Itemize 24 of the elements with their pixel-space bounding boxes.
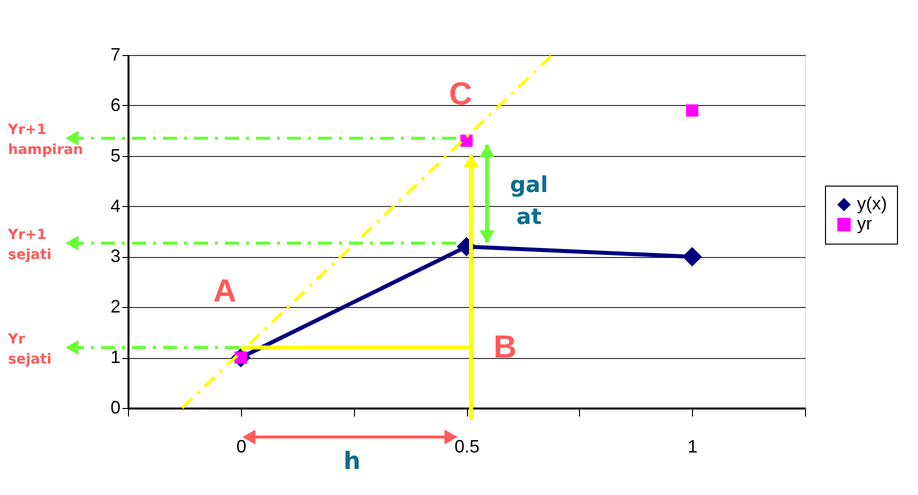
y-tick-label: 6 xyxy=(110,94,120,115)
y-tick-label: 5 xyxy=(110,145,120,166)
x-tick-label: 0 xyxy=(236,436,246,456)
ref-line-label: Yr sejati xyxy=(7,331,52,368)
legend-label: y(x) xyxy=(857,194,887,214)
y-tick-label: 0 xyxy=(110,398,120,418)
annotation: A xyxy=(213,272,236,309)
legend-label: yr xyxy=(857,214,872,234)
y-tick-label: 7 xyxy=(110,44,120,64)
point xyxy=(686,104,698,117)
ref-line-label: Yr+1 hampiran xyxy=(7,122,84,158)
x-tick-label: 0.5 xyxy=(454,436,480,456)
y-tick-label: 1 xyxy=(110,347,120,368)
x-tick-label: 1 xyxy=(688,436,698,456)
point xyxy=(460,134,473,147)
annotation: B xyxy=(493,328,517,364)
text: h xyxy=(343,447,361,475)
y-tick-label: 2 xyxy=(110,296,120,317)
annotation: gal at xyxy=(510,173,548,230)
annotation: C xyxy=(448,76,472,112)
point xyxy=(682,246,702,266)
y-tick-label: 4 xyxy=(110,196,120,216)
ref-line-label: Yr+1 sejati xyxy=(7,227,52,264)
y-tick-label: 3 xyxy=(110,246,120,266)
